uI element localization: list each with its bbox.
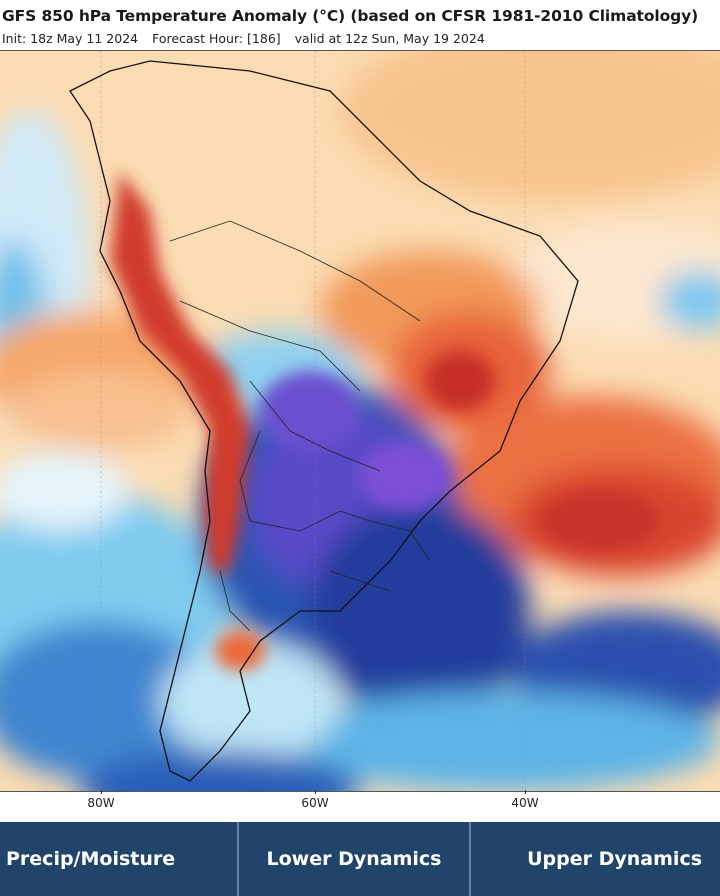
anomaly-field (0, 51, 720, 791)
upper-dynamics-button[interactable]: Upper Dynamics (527, 848, 703, 870)
axis-tick (101, 790, 102, 794)
forecast-hour: Forecast Hour: [186] (152, 31, 281, 46)
parameter-nav: Precip/Moisture Lower Dynamics Upper Dyn… (0, 822, 720, 896)
coastline (69, 60, 579, 782)
precip-moisture-button[interactable]: Precip/Moisture (0, 822, 239, 896)
map-title: GFS 850 hPa Temperature Anomaly (°C) (ba… (2, 7, 699, 25)
longitude-label: 40W (511, 796, 539, 810)
map-subtitle: Init: 18z May 11 2024 Forecast Hour: [18… (2, 31, 718, 46)
init-time: Init: 18z May 11 2024 (2, 31, 139, 46)
longitude-label: 60W (301, 796, 329, 810)
axis-tick (525, 790, 526, 794)
axis-tick (315, 790, 316, 794)
longitude-label: 80W (87, 796, 115, 810)
lower-dynamics-button[interactable]: Lower Dynamics (239, 822, 472, 896)
temperature-anomaly-map (0, 50, 720, 792)
valid-time: valid at 12z Sun, May 19 2024 (294, 31, 485, 46)
